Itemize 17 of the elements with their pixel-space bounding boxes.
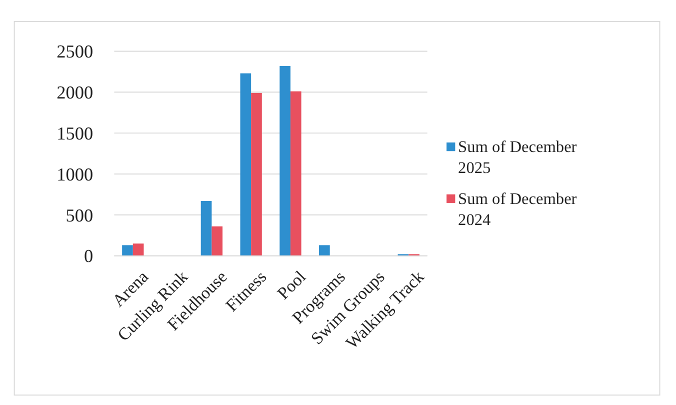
bar xyxy=(280,66,290,256)
bar xyxy=(212,226,223,256)
y-tick-label: 500 xyxy=(66,205,94,226)
y-tick-label: 1500 xyxy=(56,123,94,144)
y-tick-label: 2000 xyxy=(56,82,94,103)
bar xyxy=(200,200,212,256)
bar xyxy=(240,73,252,256)
bar xyxy=(319,245,330,256)
y-tick-label: 2500 xyxy=(56,42,94,62)
legend-label: Sum of December 2024 xyxy=(458,188,578,230)
y-tick-label: 1000 xyxy=(56,164,94,184)
bar xyxy=(251,92,262,256)
bar xyxy=(290,91,302,256)
bar xyxy=(122,245,133,256)
legend-label: Sum of December 2025 xyxy=(458,137,578,178)
bar xyxy=(132,244,144,256)
y-tick-label: 0 xyxy=(84,246,94,266)
